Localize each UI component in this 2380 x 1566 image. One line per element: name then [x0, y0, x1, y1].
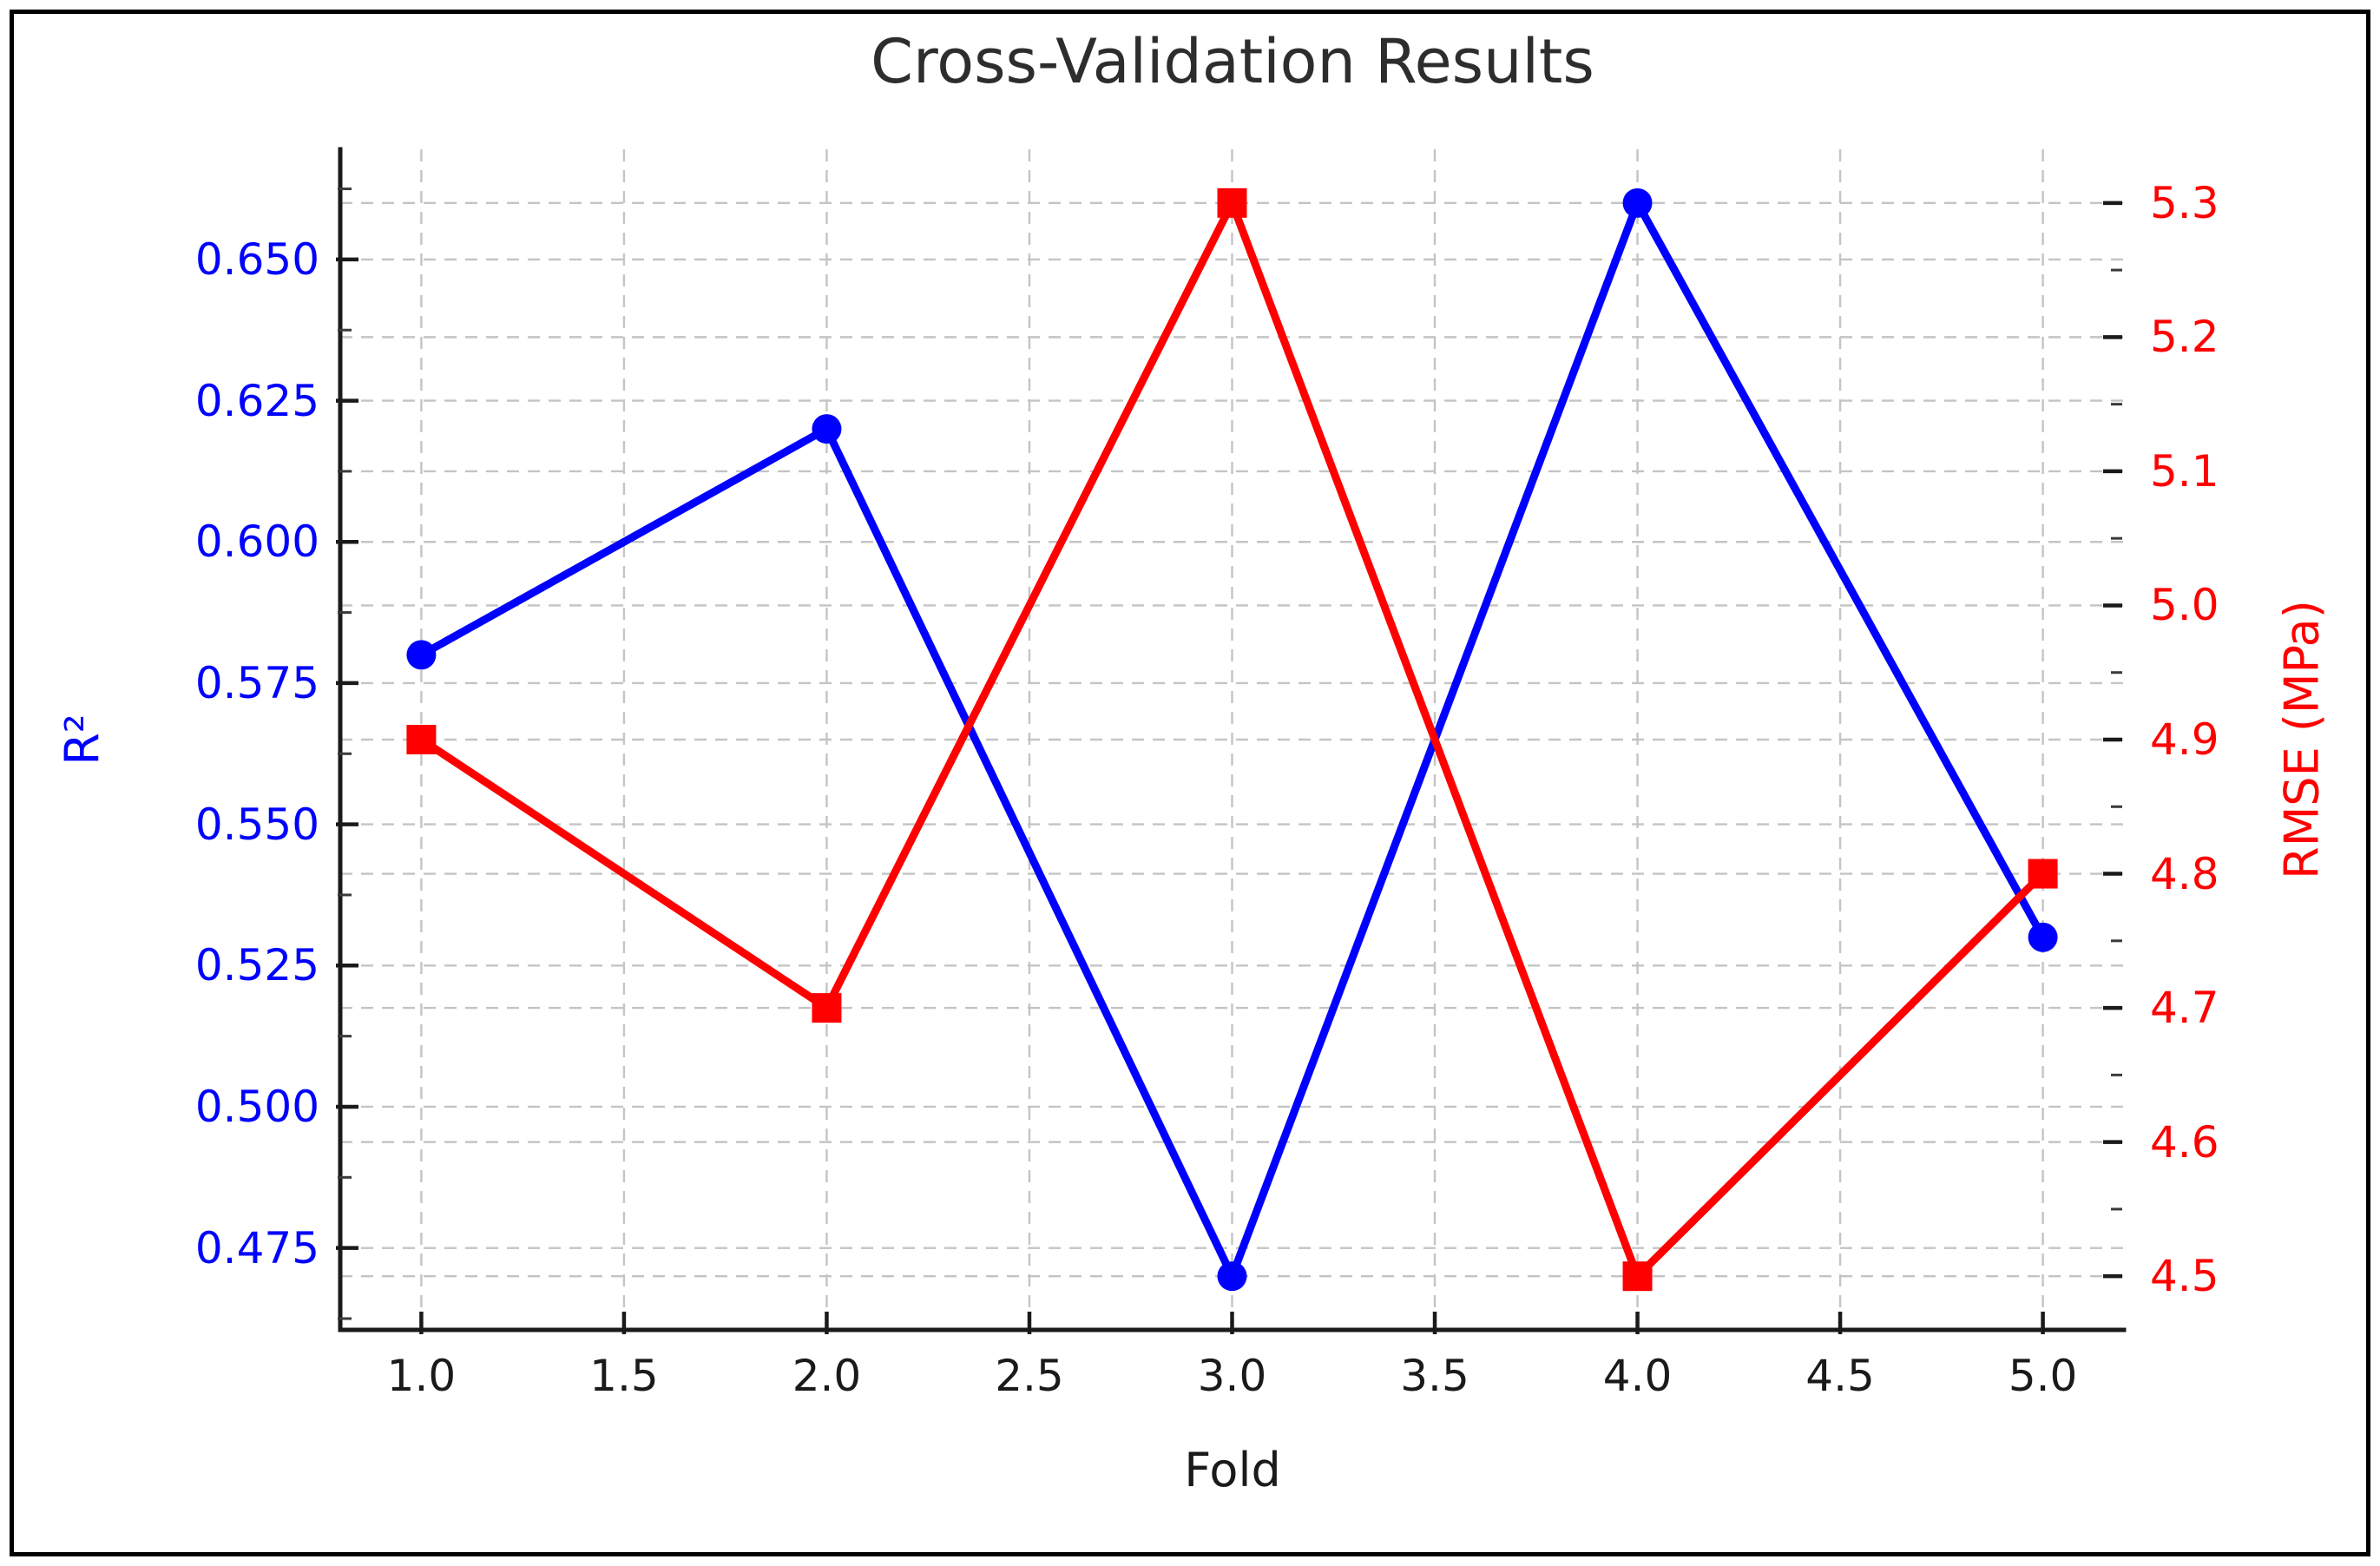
x-tick-label: 3.0	[1197, 1351, 1267, 1401]
rmse-marker	[812, 993, 842, 1023]
right-tick-label: 4.6	[2150, 1116, 2219, 1168]
right-tick-label: 4.8	[2150, 848, 2219, 899]
x-tick-label: 4.5	[1805, 1351, 1875, 1401]
r2-marker	[2028, 922, 2058, 952]
left-tick-label: 0.500	[194, 1081, 319, 1132]
x-tick-label: 2.5	[995, 1351, 1064, 1401]
left-tick-label: 0.525	[194, 940, 319, 991]
x-tick-label: 1.5	[589, 1351, 659, 1401]
r2-marker	[406, 640, 437, 670]
left-tick-label: 0.575	[194, 657, 319, 708]
x-axis-label: Fold	[1184, 1443, 1281, 1497]
rmse-marker	[2028, 859, 2058, 889]
right-tick-label: 5.3	[2150, 177, 2219, 228]
chart-title: Cross-Validation Results	[871, 26, 1594, 97]
r2-marker	[812, 414, 842, 444]
rmse-marker	[406, 725, 437, 754]
x-tick-label: 3.5	[1400, 1351, 1469, 1401]
left-tick-label: 0.550	[194, 799, 319, 850]
left-axis-label: R²	[55, 714, 110, 766]
right-tick-label: 4.5	[2150, 1251, 2219, 1302]
r2-marker	[1622, 188, 1653, 218]
rmse-marker	[1217, 188, 1247, 218]
right-tick-label: 5.1	[2150, 445, 2219, 497]
right-tick-label: 5.2	[2150, 312, 2219, 363]
x-tick-label: 4.0	[1602, 1351, 1673, 1401]
x-tick-label: 5.0	[2008, 1351, 2078, 1401]
x-tick-label: 1.0	[386, 1351, 457, 1401]
r2-marker	[1217, 1261, 1247, 1292]
left-tick-label: 0.625	[194, 375, 319, 426]
left-tick-label: 0.650	[194, 234, 319, 285]
right-tick-label: 5.0	[2150, 580, 2219, 631]
right-axis-label: RMSE (MPa)	[2274, 600, 2330, 879]
left-tick-label: 0.475	[194, 1222, 319, 1273]
right-tick-label: 4.7	[2150, 983, 2219, 1034]
right-tick-label: 4.9	[2150, 714, 2219, 765]
x-tick-label: 2.0	[792, 1351, 862, 1401]
rmse-marker	[1622, 1261, 1653, 1292]
left-tick-label: 0.600	[194, 517, 319, 568]
